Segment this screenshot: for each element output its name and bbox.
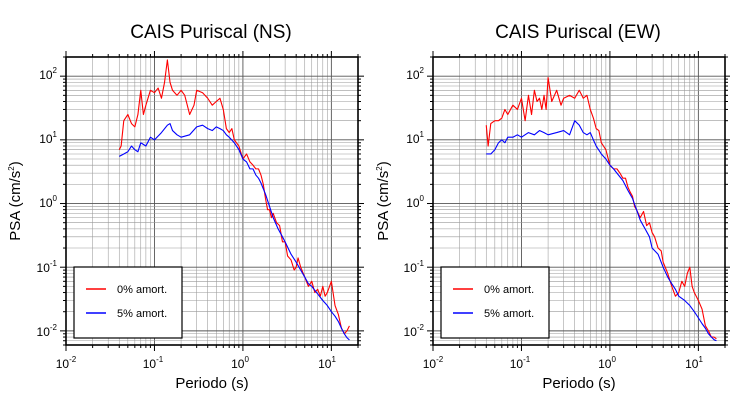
x-tick-labels: 10-2 10-1 100 101	[423, 355, 704, 371]
series-line-blue	[486, 120, 717, 342]
y-tick-label: 10-1	[37, 259, 58, 275]
x-tick-label: 101	[685, 355, 703, 371]
chart-title: CAIS Puriscal (EW)	[495, 22, 661, 43]
y-tick-label: 10-2	[37, 323, 58, 339]
legend-label: 5% amort.	[484, 308, 534, 320]
y-axis-label: PSA (cm/s2)	[7, 161, 24, 240]
chart-panel-ns: CAIS Puriscal (NS) 10-2 10-1 100 101 10-…	[7, 22, 364, 392]
x-tick-label: 10-1	[510, 355, 531, 371]
y-tick-label: 102	[39, 66, 57, 82]
y-tick-label: 100	[406, 194, 424, 210]
x-tick-label: 10-2	[423, 355, 444, 371]
legend: 0% amort. 5% amort.	[73, 266, 183, 339]
y-tick-labels: 10-2 10-1 100 101 102	[37, 66, 58, 339]
x-tick-labels: 10-2 10-1 100 101	[56, 355, 337, 371]
legend: 0% amort. 5% amort.	[440, 266, 550, 339]
y-axis-label: PSA (cm/s2)	[375, 161, 392, 240]
x-tick-label: 10-2	[56, 355, 77, 371]
y-tick-label: 100	[39, 194, 57, 210]
series-line-blue	[119, 123, 350, 341]
plot-lines	[118, 59, 350, 341]
legend-box	[440, 266, 550, 339]
y-tick-label: 101	[39, 130, 57, 146]
grid	[65, 56, 359, 346]
x-axis-label: Periodo (s)	[175, 375, 248, 392]
chart-panel-ew: CAIS Puriscal (EW) 10-2 10-1 100 101 10-…	[375, 22, 730, 392]
legend-box	[73, 266, 183, 339]
y-tick-label: 101	[406, 130, 424, 146]
plot-frame	[65, 56, 359, 346]
plot-lines	[485, 77, 717, 342]
x-tick-label: 101	[318, 355, 336, 371]
legend-label: 0% amort.	[117, 284, 167, 296]
legend-label: 0% amort.	[484, 284, 534, 296]
x-tick-label: 100	[231, 355, 249, 371]
x-axis-label: Periodo (s)	[542, 375, 615, 392]
plot-frame	[432, 56, 726, 346]
series-line-red	[118, 59, 350, 335]
y-tick-labels: 10-2 10-1 100 101 102	[404, 66, 425, 339]
x-tick-label: 100	[598, 355, 616, 371]
axis-ticks	[427, 51, 730, 351]
x-tick-label: 10-1	[143, 355, 164, 371]
chart-title: CAIS Puriscal (NS)	[130, 22, 292, 43]
y-tick-label: 10-2	[404, 323, 425, 339]
y-tick-label: 102	[406, 66, 424, 82]
legend-label: 5% amort.	[117, 308, 167, 320]
axis-ticks	[60, 51, 364, 351]
y-tick-label: 10-1	[404, 259, 425, 275]
